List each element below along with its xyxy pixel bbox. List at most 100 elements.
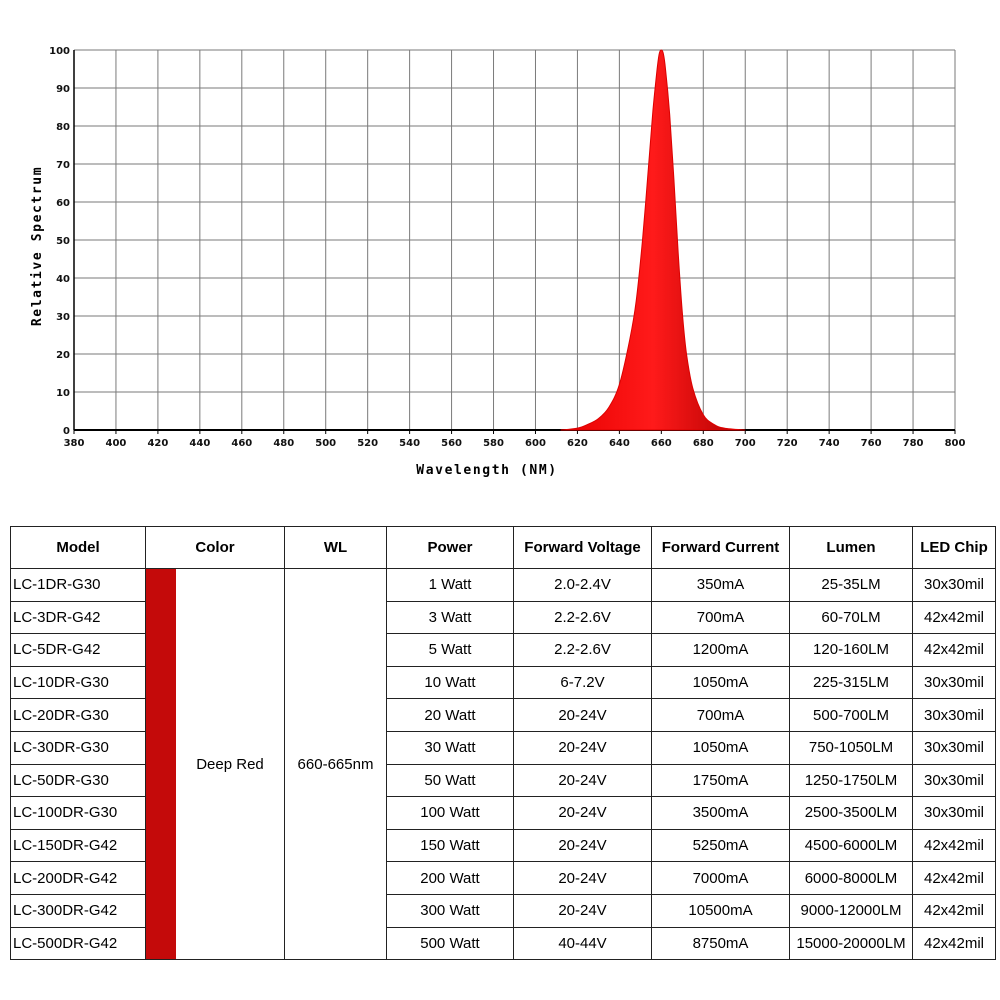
lumen-cell: 120-160LM bbox=[789, 633, 913, 667]
x-tick-label: 620 bbox=[567, 438, 588, 449]
lumen-cell: 500-700LM bbox=[789, 698, 913, 732]
table-row: LC-100DR-G30 100 Watt 20-24V 3500mA 2500-350… bbox=[10, 796, 996, 830]
lumen-cell: 225-315LM bbox=[789, 665, 913, 700]
x-tick-label: 800 bbox=[945, 438, 966, 449]
x-tick-label: 400 bbox=[106, 438, 127, 449]
model-cell: LC-10DR-G30 bbox=[10, 665, 146, 700]
table-row: LC-5DR-G42 5 Watt 2.2-2.6V 1200mA 120-160LM 4… bbox=[10, 633, 996, 667]
x-tick-label: 700 bbox=[735, 438, 756, 449]
lumen-cell: 750-1050LM bbox=[789, 730, 913, 765]
y-axis-label: Relative Spectrum bbox=[30, 166, 45, 326]
forward-voltage-cell: 20-24V bbox=[513, 893, 652, 928]
table-row: LC-300DR-G42 300 Watt 20-24V 10500mA 9000-12… bbox=[10, 893, 996, 928]
forward-voltage-cell: 20-24V bbox=[513, 861, 652, 895]
forward-current-cell: 1200mA bbox=[651, 633, 790, 667]
series-layer bbox=[560, 49, 746, 431]
forward-current-cell: 7000mA bbox=[651, 861, 790, 895]
y-tick-label: 60 bbox=[56, 198, 70, 209]
led-chip-cell: 30x30mil bbox=[912, 665, 996, 700]
y-tick-label: 30 bbox=[56, 312, 70, 323]
power-cell: 10 Watt bbox=[386, 665, 514, 700]
y-tick-label: 10 bbox=[56, 388, 70, 399]
header-model: Model bbox=[10, 526, 146, 569]
y-tick-label: 20 bbox=[56, 350, 70, 361]
forward-current-cell: 8750mA bbox=[651, 926, 790, 961]
header-forward-voltage: Forward Voltage bbox=[513, 526, 652, 569]
wavelength-cell: 660-665nm bbox=[284, 567, 387, 961]
spectrum-series bbox=[560, 49, 746, 431]
header-wl: WL bbox=[284, 526, 387, 569]
led-chip-cell: 42x42mil bbox=[912, 600, 996, 635]
power-cell: 300 Watt bbox=[386, 893, 514, 928]
forward-voltage-cell: 6-7.2V bbox=[513, 665, 652, 700]
x-tick-label: 480 bbox=[273, 438, 294, 449]
table-row: LC-500DR-G42 500 Watt 40-44V 8750mA 15000-20… bbox=[10, 926, 996, 961]
forward-voltage-cell: 20-24V bbox=[513, 763, 652, 798]
x-tick-label: 460 bbox=[231, 438, 252, 449]
table-row: LC-150DR-G42 150 Watt 20-24V 5250mA 4500-600… bbox=[10, 828, 996, 863]
y-tick-label: 80 bbox=[56, 122, 70, 133]
forward-voltage-cell: 2.2-2.6V bbox=[513, 633, 652, 667]
led-chip-cell: 30x30mil bbox=[912, 730, 996, 765]
x-tick-label: 520 bbox=[357, 438, 378, 449]
forward-current-cell: 1750mA bbox=[651, 763, 790, 798]
y-tick-label: 90 bbox=[56, 84, 70, 95]
model-cell: LC-20DR-G30 bbox=[10, 698, 146, 732]
model-cell: LC-5DR-G42 bbox=[10, 633, 146, 667]
x-tick-label: 680 bbox=[693, 438, 714, 449]
spec-table: Model Color WL Power Forward Voltage Forward … bbox=[10, 526, 996, 961]
power-cell: 100 Watt bbox=[386, 796, 514, 830]
x-tick-label: 760 bbox=[861, 438, 882, 449]
y-tick-label: 0 bbox=[63, 426, 70, 437]
y-tick-label: 70 bbox=[56, 160, 70, 171]
forward-current-cell: 5250mA bbox=[651, 828, 790, 863]
forward-voltage-cell: 40-44V bbox=[513, 926, 652, 961]
forward-current-cell: 700mA bbox=[651, 600, 790, 635]
x-tick-label: 420 bbox=[147, 438, 168, 449]
y-tick-label: 50 bbox=[56, 236, 70, 247]
table-body: LC-1DR-G30 Deep Red 660-665nm 1 Watt 2.0-2.4… bbox=[10, 567, 996, 961]
led-chip-cell: 30x30mil bbox=[912, 698, 996, 732]
led-chip-cell: 42x42mil bbox=[912, 828, 996, 863]
forward-voltage-cell: 2.2-2.6V bbox=[513, 600, 652, 635]
table-header: Model Color WL Power Forward Voltage Forward … bbox=[10, 526, 996, 569]
power-cell: 3 Watt bbox=[386, 600, 514, 635]
model-cell: LC-300DR-G42 bbox=[10, 893, 146, 928]
lumen-cell: 1250-1750LM bbox=[789, 763, 913, 798]
led-chip-cell: 42x42mil bbox=[912, 861, 996, 895]
x-tick-label: 580 bbox=[483, 438, 504, 449]
table-row: LC-20DR-G30 20 Watt 20-24V 700mA 500-700LM 30… bbox=[10, 698, 996, 732]
x-tick-labels: 380 400 420 440 460 480 500 520 540 560 580 600 620 6… bbox=[64, 438, 966, 449]
forward-voltage-cell: 20-24V bbox=[513, 698, 652, 732]
x-tick-label: 720 bbox=[777, 438, 798, 449]
power-cell: 200 Watt bbox=[386, 861, 514, 895]
color-cell: Deep Red bbox=[145, 567, 285, 961]
power-cell: 150 Watt bbox=[386, 828, 514, 863]
led-chip-cell: 42x42mil bbox=[912, 633, 996, 667]
table-row: LC-50DR-G30 50 Watt 20-24V 1750mA 1250-1750L… bbox=[10, 763, 996, 798]
lumen-cell: 25-35LM bbox=[789, 568, 913, 602]
forward-current-cell: 350mA bbox=[651, 568, 790, 602]
lumen-cell: 15000-20000LM bbox=[789, 926, 913, 961]
model-cell: LC-500DR-G42 bbox=[10, 926, 146, 961]
header-row: Model Color WL Power Forward Voltage Forward … bbox=[10, 526, 996, 569]
y-tick-labels: 0 10 20 30 40 50 60 70 80 90 100 bbox=[49, 46, 70, 437]
forward-voltage-cell: 20-24V bbox=[513, 828, 652, 863]
forward-current-cell: 10500mA bbox=[651, 893, 790, 928]
led-chip-cell: 30x30mil bbox=[912, 568, 996, 602]
model-cell: LC-200DR-G42 bbox=[10, 861, 146, 895]
model-cell: LC-100DR-G30 bbox=[10, 796, 146, 830]
x-tick-label: 740 bbox=[819, 438, 840, 449]
x-axis-label: Wavelength (NM) bbox=[416, 463, 557, 478]
led-chip-cell: 42x42mil bbox=[912, 893, 996, 928]
color-swatch bbox=[146, 569, 176, 959]
model-cell: LC-50DR-G30 bbox=[10, 763, 146, 798]
lumen-cell: 6000-8000LM bbox=[789, 861, 913, 895]
spectrum-chart: 380 400 420 440 460 480 500 520 540 560 580 600 620 6… bbox=[30, 46, 966, 478]
grid bbox=[73, 49, 956, 434]
x-tick-label: 540 bbox=[399, 438, 420, 449]
lumen-cell: 2500-3500LM bbox=[789, 796, 913, 830]
forward-voltage-cell: 2.0-2.4V bbox=[513, 568, 652, 602]
forward-current-cell: 1050mA bbox=[651, 730, 790, 765]
led-chip-cell: 30x30mil bbox=[912, 763, 996, 798]
